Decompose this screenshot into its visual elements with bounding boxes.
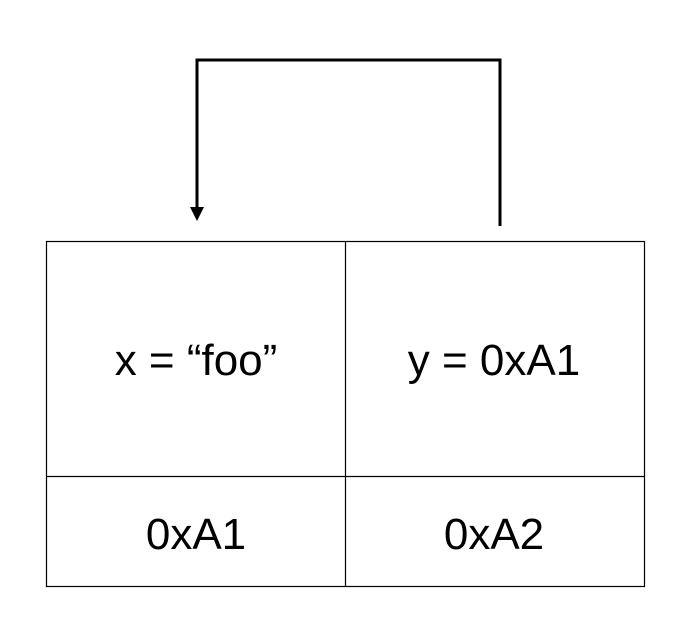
cell-value-y: y = 0xA1 <box>408 336 580 385</box>
cell-address-x: 0xA1 <box>146 510 246 559</box>
memory-cell-x: x = “foo” 0xA1 <box>115 336 278 559</box>
pointer-arrow <box>190 58 502 226</box>
pointer-arrow-line <box>195 58 502 226</box>
cell-value-x: x = “foo” <box>115 336 278 385</box>
memory-cell-y: y = 0xA1 0xA2 <box>408 336 580 559</box>
cell-address-y: 0xA2 <box>444 510 544 559</box>
memory-table: x = “foo” 0xA1 y = 0xA1 0xA2 <box>45 240 646 588</box>
pointer-arrowhead <box>190 207 204 221</box>
